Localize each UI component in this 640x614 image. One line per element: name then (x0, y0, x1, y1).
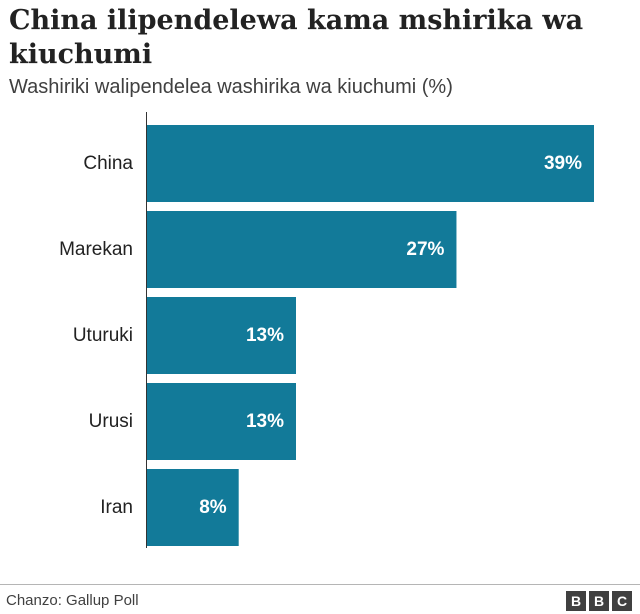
logo-letter-b2: B (589, 591, 609, 611)
value-label-uturuki: 13% (246, 325, 284, 346)
category-label-china: China (83, 153, 133, 174)
footer-divider (0, 584, 640, 585)
value-label-marekan: 27% (406, 239, 444, 260)
bar-uturuki (147, 297, 296, 374)
bar-urusi (147, 383, 296, 460)
source-note: Chanzo: Gallup Poll (6, 592, 139, 609)
value-label-urusi: 13% (246, 411, 284, 432)
category-label-iran: Iran (100, 497, 133, 518)
logo-letter-c: C (612, 591, 632, 611)
category-label-uturuki: Uturuki (73, 325, 133, 346)
logo-letter-b1: B (566, 591, 586, 611)
category-label-urusi: Urusi (89, 411, 133, 432)
value-label-china: 39% (544, 153, 582, 174)
chart-subtitle: Washiriki walipendelea washirika wa kiuc… (9, 76, 453, 98)
chart-title: China ilipendelewa kama mshirika wa kiuc… (9, 5, 584, 70)
bar-chart: China 39% Marekan 27% Uturuki 13% Urusi 13% Iran… (59, 112, 594, 548)
bbc-logo: B B C (566, 591, 632, 611)
category-label-marekan: Marekan (59, 239, 133, 260)
bar-marekan (147, 211, 457, 288)
value-label-iran: 8% (199, 497, 227, 518)
bar-china (147, 125, 594, 202)
bar-iran (147, 469, 239, 546)
